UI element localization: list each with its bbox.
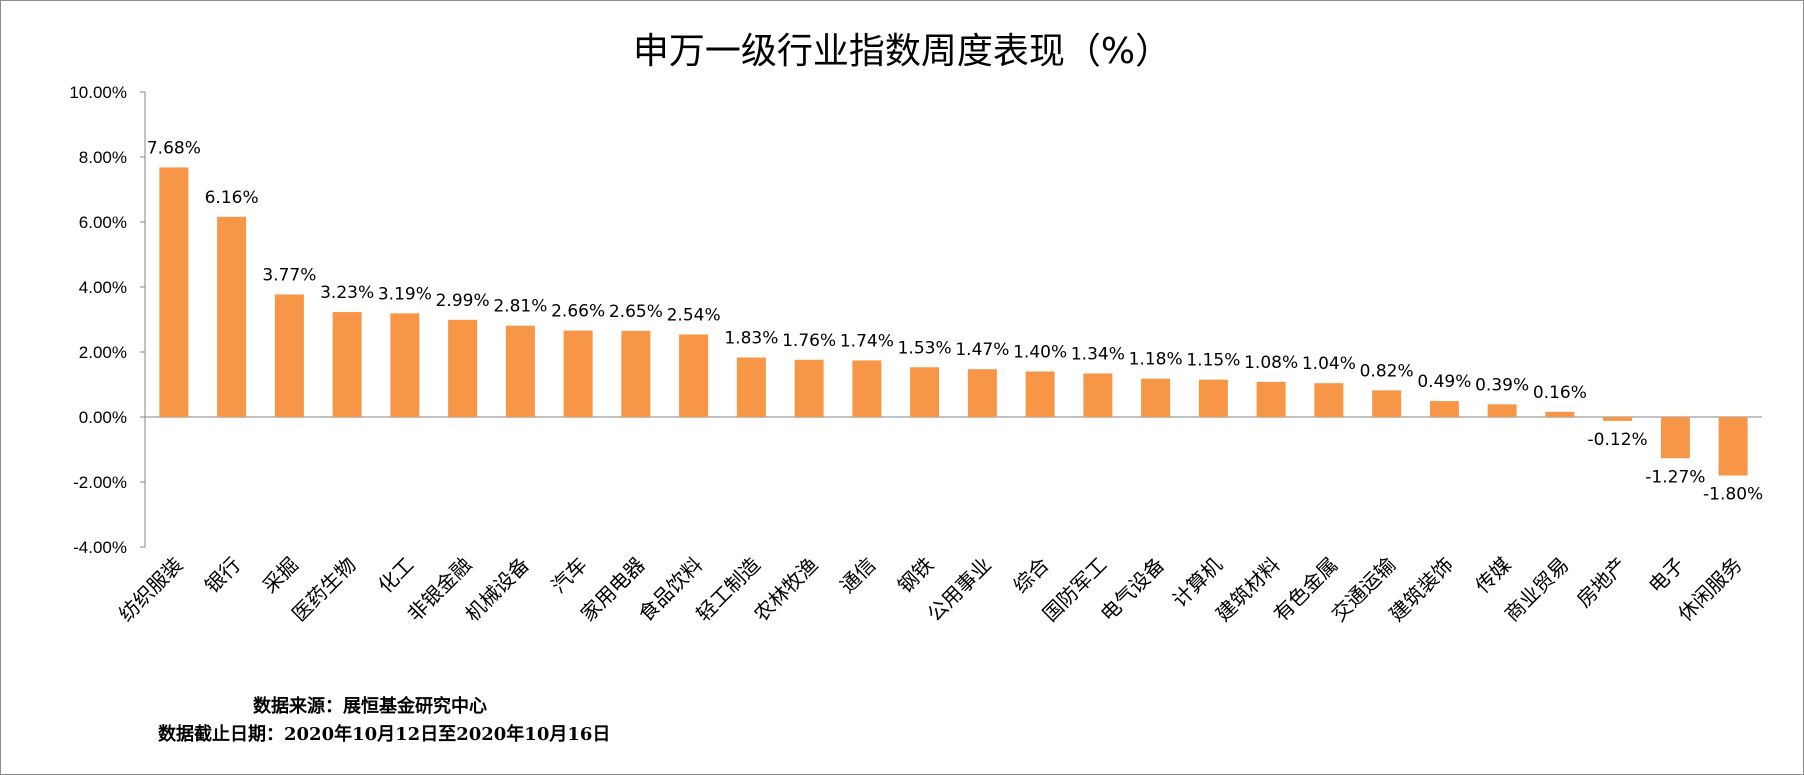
chart-title: 申万一级行业指数周度表现（%）	[632, 31, 1172, 72]
bar	[621, 330, 651, 417]
bar	[1718, 417, 1748, 476]
data-label: 1.83%	[724, 329, 778, 349]
bar	[1141, 378, 1171, 417]
category-label: 采掘	[258, 553, 303, 598]
y-tick-label: -2.00%	[73, 473, 127, 492]
category-label: 综合	[1008, 553, 1053, 598]
bar	[505, 325, 535, 417]
bar	[1603, 417, 1633, 421]
data-source-note: 数据来源：展恒基金研究中心	[253, 696, 487, 717]
category-label: 电子	[1644, 553, 1689, 598]
y-tick-label: 0.00%	[79, 408, 127, 427]
bar	[563, 330, 593, 417]
category-label: 纺织服装	[114, 553, 188, 627]
category-label: 钢铁	[893, 553, 938, 598]
data-label: -1.80%	[1703, 485, 1763, 505]
bar	[736, 357, 766, 417]
category-label: 传媒	[1470, 553, 1515, 598]
category-label: 农林牧渔	[749, 553, 823, 627]
data-label: 3.23%	[320, 283, 374, 303]
category-label: 建筑装饰	[1384, 553, 1458, 627]
data-label: 1.40%	[1013, 343, 1067, 363]
category-label: 房地产	[1572, 553, 1631, 612]
data-label: -0.12%	[1588, 430, 1648, 450]
data-label: 2.66%	[551, 302, 605, 322]
bar	[1198, 379, 1228, 417]
bar	[679, 334, 709, 417]
y-tick-label: 6.00%	[79, 213, 127, 232]
bar	[1429, 401, 1459, 417]
y-tick-label: 10.00%	[69, 83, 127, 102]
bar	[1256, 381, 1286, 417]
category-label: 商业贸易	[1500, 553, 1574, 627]
data-label: 1.53%	[898, 338, 952, 358]
data-label: 2.54%	[667, 305, 721, 325]
bar	[448, 319, 478, 417]
bar	[1314, 383, 1344, 417]
data-label: 1.08%	[1244, 353, 1298, 373]
category-label: 公用事业	[922, 553, 996, 627]
bar	[910, 367, 940, 417]
data-label: 1.47%	[955, 340, 1009, 360]
bar	[1083, 373, 1113, 417]
category-label: 化工	[373, 553, 418, 598]
y-tick-label: -4.00%	[73, 538, 127, 557]
data-label: 0.16%	[1533, 383, 1587, 403]
category-label: 休闲服务	[1673, 553, 1747, 627]
data-label: -1.27%	[1645, 467, 1705, 487]
bar	[852, 360, 882, 417]
data-label: 2.81%	[493, 297, 547, 317]
bar	[1372, 390, 1402, 417]
data-label: 2.65%	[609, 302, 663, 322]
data-label: 1.18%	[1129, 350, 1183, 370]
bar	[1025, 371, 1055, 417]
data-label: 1.76%	[782, 331, 836, 351]
bar	[1660, 417, 1690, 459]
data-label: 0.82%	[1360, 361, 1414, 381]
data-label: 3.77%	[262, 265, 316, 285]
category-label: 汽车	[546, 553, 591, 598]
y-tick-label: 2.00%	[79, 343, 127, 362]
data-period-note: 数据截止日期：2020年10月12日至2020年10月16日	[158, 724, 611, 745]
bar	[332, 312, 362, 417]
data-label: 6.16%	[205, 188, 259, 208]
y-tick-label: 4.00%	[79, 278, 127, 297]
bar	[967, 369, 997, 417]
category-label: 通信	[835, 553, 880, 598]
data-label: 1.15%	[1186, 351, 1240, 371]
bar	[390, 313, 420, 417]
category-label: 电气设备	[1096, 553, 1170, 627]
category-label: 银行	[200, 553, 245, 598]
data-label: 3.19%	[378, 284, 432, 304]
data-label: 0.39%	[1475, 375, 1529, 395]
bar	[274, 294, 304, 417]
category-label: 医药生物	[287, 553, 361, 627]
data-label: 1.74%	[840, 331, 894, 351]
bar	[217, 216, 247, 417]
data-label: 1.34%	[1071, 344, 1125, 364]
data-label: 2.99%	[436, 291, 490, 311]
data-label: 0.49%	[1417, 372, 1471, 392]
data-label: 7.68%	[147, 138, 201, 158]
bar	[159, 167, 189, 417]
y-tick-label: 8.00%	[79, 148, 127, 167]
bar	[1487, 404, 1517, 417]
data-label: 1.04%	[1302, 354, 1356, 374]
bar	[794, 359, 824, 417]
bar	[1545, 411, 1575, 417]
category-label: 机械设备	[460, 553, 534, 627]
